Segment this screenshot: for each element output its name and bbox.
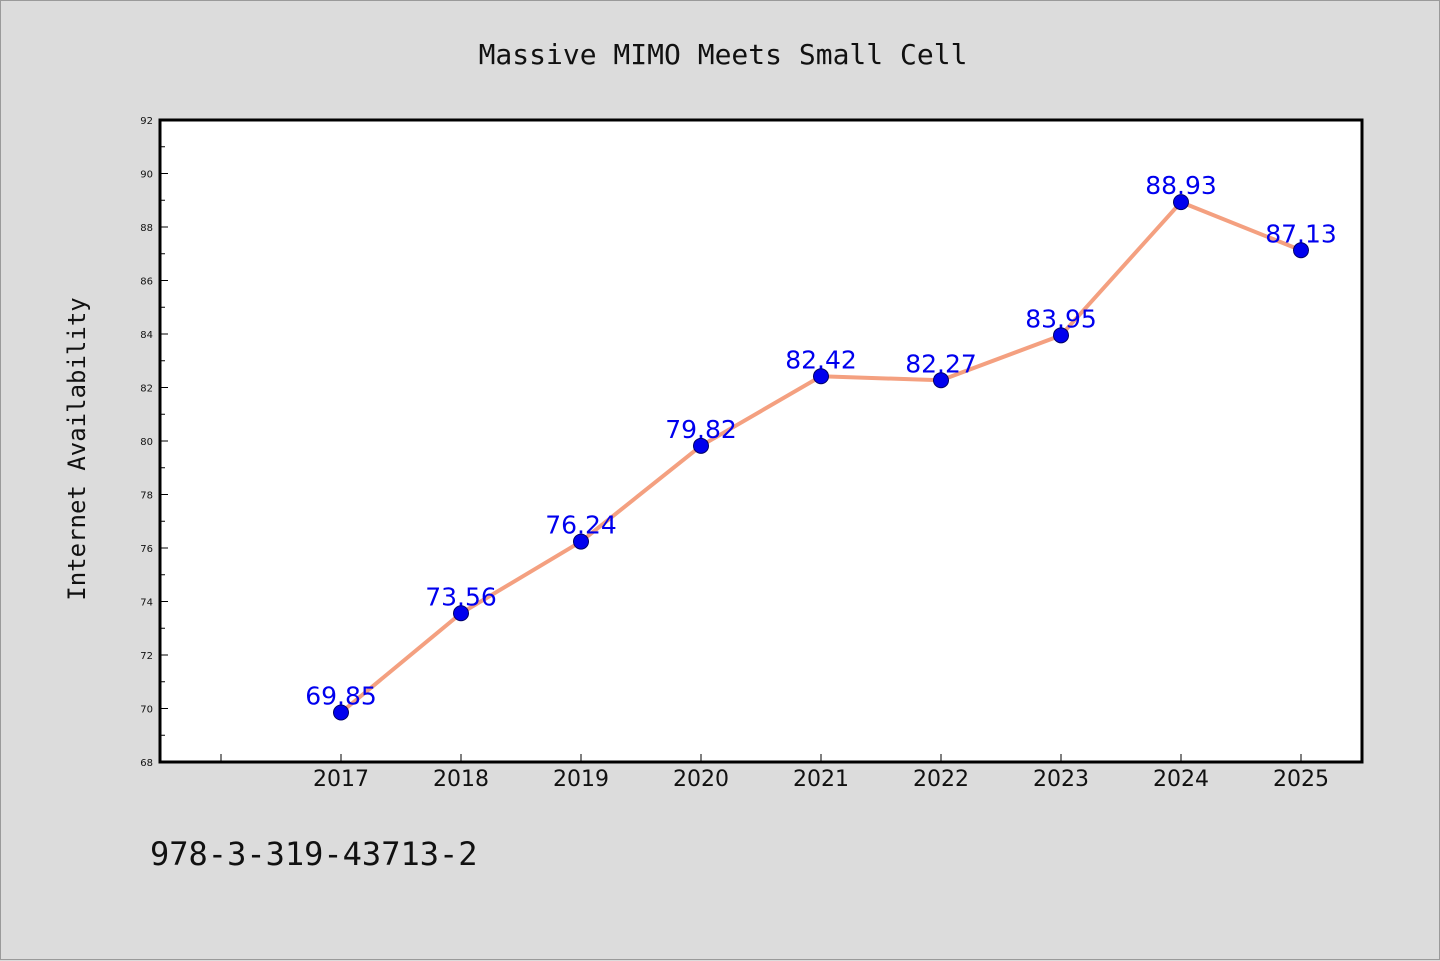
data-point bbox=[933, 372, 949, 389]
y-axis-ticks: 68 70 72 74 76 78 80 82 84 86 88 90 92 bbox=[140, 116, 168, 769]
x-tick-label: 2025 bbox=[1273, 767, 1329, 792]
data-labels: 69.85 73.56 76.24 79.82 82.42 82.27 83.95 88.93… bbox=[305, 171, 1337, 710]
data-label: 76.24 bbox=[545, 511, 617, 540]
isbn-code: 978-3-319-43713-2 bbox=[150, 835, 478, 873]
data-point bbox=[573, 533, 589, 550]
data-label: 73.56 bbox=[425, 582, 497, 611]
x-tick-label: 2020 bbox=[673, 767, 729, 792]
data-label: 88.93 bbox=[1145, 171, 1217, 200]
x-tick-label: 2017 bbox=[313, 767, 369, 792]
y-tick-label: 86 bbox=[140, 277, 153, 288]
y-tick-label: 68 bbox=[140, 758, 153, 769]
y-tick-label: 76 bbox=[140, 544, 153, 555]
data-label: 69.85 bbox=[305, 682, 377, 711]
x-tick-label: 2021 bbox=[793, 767, 849, 792]
data-point bbox=[1053, 327, 1069, 344]
data-point bbox=[1293, 242, 1309, 259]
y-tick-label: 92 bbox=[140, 116, 153, 127]
y-tick-label: 80 bbox=[140, 437, 153, 448]
data-label: 82.27 bbox=[905, 349, 977, 378]
y-tick-label: 70 bbox=[140, 705, 153, 716]
x-axis-ticks: 2017 2018 2019 2020 2021 2022 2023 2024 2025 bbox=[220, 754, 1329, 792]
x-tick-label: 2023 bbox=[1033, 767, 1089, 792]
x-tick-label: 2019 bbox=[553, 767, 609, 792]
y-tick-label: 88 bbox=[140, 223, 153, 234]
plot-area bbox=[158, 118, 1364, 764]
y-tick-label: 78 bbox=[140, 491, 153, 502]
y-tick-label: 82 bbox=[140, 384, 153, 395]
data-label: 87.13 bbox=[1265, 219, 1337, 248]
y-tick-label: 90 bbox=[140, 170, 153, 181]
y-tick-label: 74 bbox=[140, 598, 153, 609]
y-axis-label: Internet Availability bbox=[63, 297, 91, 600]
x-tick-label: 2018 bbox=[433, 767, 489, 792]
data-point bbox=[693, 437, 709, 454]
data-label: 82.42 bbox=[785, 345, 857, 374]
y-tick-label: 72 bbox=[140, 651, 153, 662]
data-label: 83.95 bbox=[1025, 304, 1097, 333]
chart-title: Massive MIMO Meets Small Cell bbox=[479, 38, 968, 71]
y-tick-label: 84 bbox=[140, 330, 153, 341]
data-label: 79.82 bbox=[665, 415, 737, 444]
data-markers bbox=[333, 194, 1309, 721]
data-point bbox=[333, 704, 349, 721]
x-tick-label: 2024 bbox=[1153, 767, 1209, 792]
data-point bbox=[453, 605, 469, 622]
data-point bbox=[813, 368, 829, 385]
data-point bbox=[1173, 194, 1189, 211]
x-tick-label: 2022 bbox=[913, 767, 969, 792]
